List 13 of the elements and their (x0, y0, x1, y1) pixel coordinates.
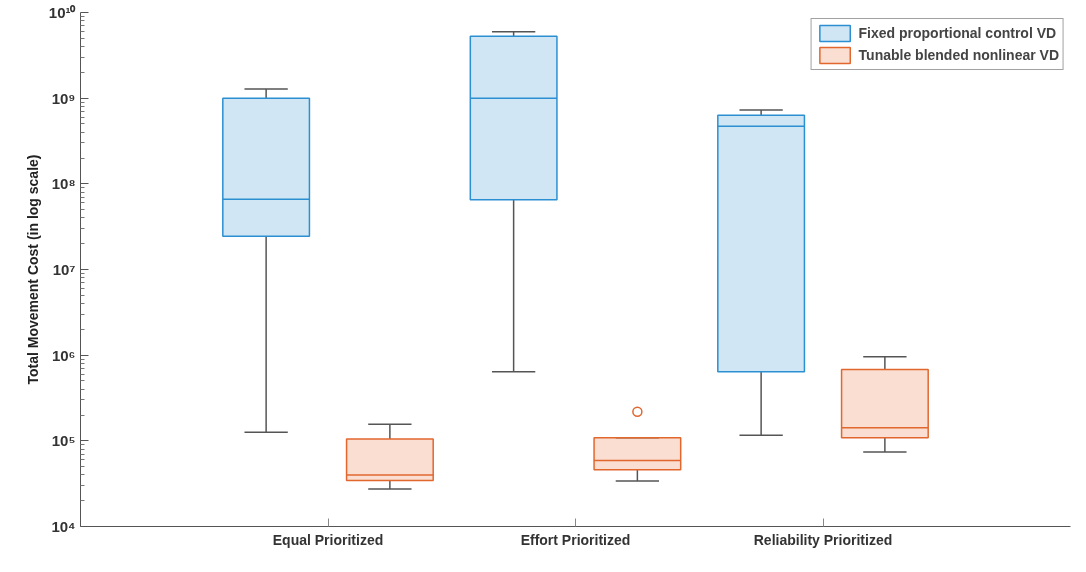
y-axis-title: Total Movement Cost (in log scale) (24, 154, 41, 385)
y-tick-label: 10⁶ (51, 346, 76, 364)
y-tick-label: 10⁵ (51, 432, 76, 450)
y-tick-label: 10⁷ (52, 261, 76, 278)
y-tick-label: 10⁹ (51, 89, 76, 107)
y-tick-label: 10⁴ (51, 518, 76, 535)
y-tick-label: 10⁸ (51, 175, 76, 193)
x-tick-label: Equal Prioritized (272, 531, 384, 548)
x-tick-label: Reliability Prioritized (753, 531, 893, 548)
legend-label: Fixed proportional control VD (858, 25, 1057, 41)
x-tick-label: Effort Prioritized (520, 531, 631, 548)
legend-label: Tunable blended nonlinear VD (858, 47, 1059, 63)
y-tick-label: 10¹⁰ (48, 4, 77, 21)
